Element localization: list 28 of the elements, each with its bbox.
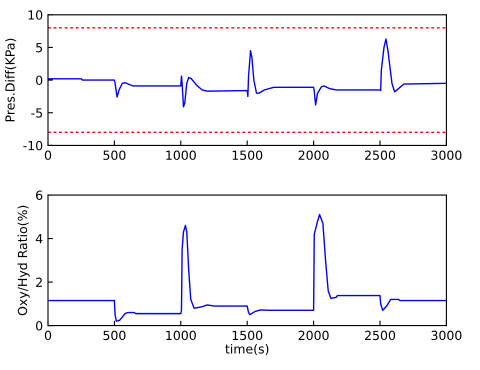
x-tick-label: 1500: [232, 330, 262, 340]
x-tick-label: 2500: [365, 150, 396, 160]
x-tick-label: 1000: [166, 150, 196, 160]
y-tick-label: 2: [36, 278, 42, 287]
y-axis-title: Pres.Diff(KPa): [5, 38, 16, 122]
x-tick-label: 2000: [298, 330, 329, 340]
y-tick-label: 10: [28, 10, 42, 20]
x-tick-label: 1500: [232, 150, 262, 160]
x-tick-label: 500: [103, 330, 126, 340]
x-axis-title: time(s): [225, 344, 268, 356]
y-tick-label: 5: [36, 43, 42, 52]
x-tick-label: 2500: [365, 330, 396, 340]
x-tick-label: 3000: [431, 330, 462, 340]
y-tick-label: 0: [36, 321, 42, 331]
y-tick-label: 6: [36, 190, 42, 200]
x-tick-label: 0: [44, 150, 52, 160]
x-tick-label: 2000: [298, 150, 329, 160]
y-tick-label: -10: [23, 140, 42, 150]
y-tick-label: -5: [31, 108, 42, 118]
x-tick-label: 3000: [431, 150, 462, 160]
y-tick-label: 4: [36, 234, 42, 244]
line-series: [48, 38, 446, 108]
y-tick-label: 0: [36, 76, 42, 86]
x-tick-label: 0: [44, 330, 52, 340]
y-axis-title: Oxy/Hyd Ratio(%): [18, 206, 30, 316]
x-tick-label: 1000: [166, 330, 196, 340]
x-tick-label: 500: [103, 150, 126, 160]
line-series: [48, 214, 446, 322]
